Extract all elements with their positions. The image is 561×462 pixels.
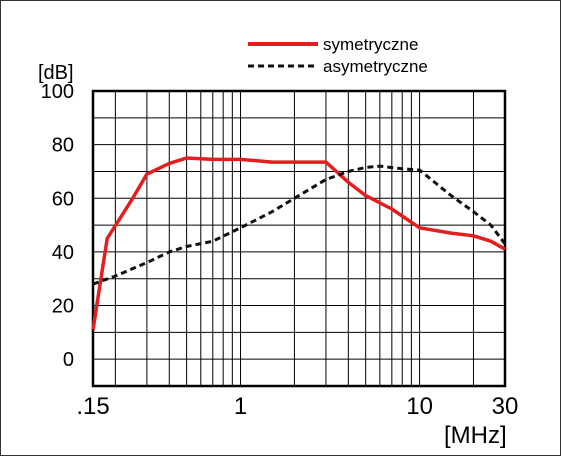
y-tick-label: 40 (52, 242, 74, 264)
legend-label-symetryczne: symetryczne (323, 35, 418, 54)
plot-area-border (91, 89, 507, 388)
series-line-asymetryczne (92, 164, 507, 286)
y-tick-label: 60 (52, 188, 74, 210)
y-tick-label: 0 (63, 349, 74, 371)
legend-label-asymetryczne: asymetryczne (323, 57, 428, 76)
x-axis-label: [MHz] (444, 422, 507, 449)
y-tick-label: 100 (41, 81, 74, 103)
series-line-symetryczne (91, 156, 506, 330)
y-tick-label: 20 (52, 296, 74, 318)
x-tick-label: .15 (76, 393, 109, 420)
y-tick-label: 80 (52, 135, 74, 157)
y-axis-label: [dB] (38, 62, 74, 84)
x-tick-label: 10 (406, 393, 433, 420)
x-tick-label: 30 (492, 393, 519, 420)
x-tick-label: 1 (234, 393, 247, 420)
